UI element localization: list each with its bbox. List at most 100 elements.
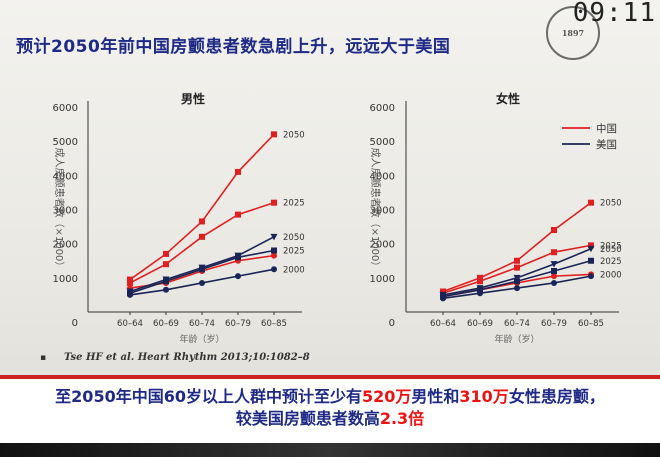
y-tick-label: 1000	[370, 274, 395, 285]
banner-text: 较美国房颤患者数高	[235, 409, 380, 428]
data-point	[477, 278, 483, 285]
data-point	[514, 278, 520, 285]
reference-bullet: ▪	[40, 353, 47, 363]
y-tick-label: 3000	[370, 206, 395, 217]
series-line	[129, 133, 275, 281]
data-point	[440, 295, 446, 302]
slide-title: 预计2050年前中国房颤患者数急剧上升，远远大于美国	[16, 37, 451, 57]
data-point	[513, 274, 521, 282]
data-point	[514, 257, 520, 264]
data-point	[199, 279, 205, 286]
y-axis-label: 成人房颤患者数（×1000）	[53, 148, 66, 272]
series-end-label: 2000	[600, 270, 622, 280]
series-end-label: 2025	[283, 199, 305, 209]
data-point	[235, 168, 241, 175]
y-tick-label: 0	[389, 318, 395, 329]
banner-highlight: 2.3倍	[379, 409, 425, 428]
data-point	[550, 261, 558, 268]
x-tick-label: 60–69	[467, 319, 493, 329]
data-point	[587, 245, 595, 253]
data-point	[199, 233, 205, 240]
x-tick-label: 60–85	[261, 319, 287, 329]
data-point	[235, 273, 241, 280]
data-point	[551, 249, 557, 256]
x-tick-label: 60–85	[578, 319, 604, 329]
y-tick-label: 5000	[53, 137, 78, 148]
charts-svg: 0 1000 2000 3000 4000 5000 6000 60–64 60–69 60–74…	[53, 91, 622, 345]
data-point	[270, 233, 278, 241]
series-end-label: 2050	[283, 233, 305, 243]
data-point	[127, 279, 133, 286]
data-point	[551, 268, 557, 274]
reference-citation: Tse HF et al. Heart Rhythm 2013;10:1082–…	[64, 352, 310, 363]
y-tick-label: 5000	[370, 137, 395, 148]
series-end-label: 2050	[600, 199, 622, 209]
x-tick-label: 60–64	[430, 319, 456, 329]
data-point	[271, 266, 277, 273]
series-end-label: 2000	[283, 265, 305, 275]
data-point	[127, 276, 133, 283]
clock-overlay: 09:11	[572, 0, 656, 28]
data-point	[477, 274, 483, 281]
data-point	[551, 279, 557, 286]
chart-title: 男性	[181, 91, 205, 106]
data-point	[271, 252, 277, 259]
y-tick-label: 6000	[370, 103, 395, 114]
data-point	[514, 285, 520, 292]
data-point	[588, 273, 594, 280]
data-point	[514, 264, 520, 271]
data-point	[163, 286, 169, 293]
bottom-bar	[0, 443, 660, 457]
series-end-label: 2050	[283, 130, 305, 140]
x-tick-label: 60–74	[189, 319, 215, 329]
x-tick-label: 60–79	[541, 319, 567, 329]
x-axis-label: 年龄（岁）	[494, 333, 539, 345]
y-tick-label: 0	[72, 318, 78, 329]
banner-text: 女性患房颤，	[508, 387, 605, 406]
y-tick-label: 2000	[370, 240, 395, 251]
banner-highlight: 310万	[459, 387, 509, 406]
x-axis-label: 年龄（岁）	[179, 333, 224, 345]
data-point	[163, 278, 169, 285]
data-point	[477, 286, 483, 293]
chart-title: 女性	[496, 91, 520, 106]
data-point	[477, 290, 483, 297]
series-end-label: 2025	[600, 241, 622, 251]
data-point	[271, 131, 277, 138]
data-point	[235, 254, 241, 261]
university-seal-icon: 1897	[546, 6, 600, 60]
data-point	[127, 291, 133, 298]
data-point	[588, 257, 594, 264]
data-point	[271, 199, 277, 206]
data-point	[199, 218, 205, 225]
legend-label: 中国	[596, 122, 617, 135]
banner-line-2: 较美国房颤患者数高2.3倍	[0, 409, 660, 429]
series-end-label: 2025	[283, 247, 305, 257]
data-point	[588, 242, 594, 249]
data-point	[199, 266, 205, 273]
y-axis-label: 成人房颤患者数（×1000）	[369, 148, 382, 272]
y-tick-label: 1000	[53, 274, 78, 285]
y-tick-label: 4000	[53, 171, 78, 182]
series-end-label: 2025	[600, 257, 622, 267]
banner-text: 男性和	[411, 387, 460, 406]
x-tick-label: 60–74	[504, 319, 530, 329]
banner-text: 至2050年中国60岁以上人群中预计至少有	[55, 387, 362, 406]
legend-label: 美国	[596, 138, 617, 151]
series-end-label: 2050	[600, 245, 622, 255]
y-tick-label: 2000	[53, 240, 78, 251]
x-tick-label: 60–69	[153, 319, 179, 329]
banner-line-1: 至2050年中国60岁以上人群中预计至少有520万男性和310万女性患房颤，	[0, 387, 660, 407]
data-point	[588, 199, 594, 206]
x-tick-label: 60–64	[117, 319, 143, 329]
data-point	[235, 211, 241, 218]
y-tick-label: 4000	[370, 171, 395, 182]
y-tick-label: 3000	[53, 206, 78, 217]
data-point	[551, 227, 557, 233]
data-point	[163, 250, 169, 257]
data-point	[271, 247, 277, 254]
data-point	[163, 261, 169, 268]
x-tick-label: 60–79	[225, 319, 251, 329]
banner-highlight: 520万	[361, 387, 412, 406]
